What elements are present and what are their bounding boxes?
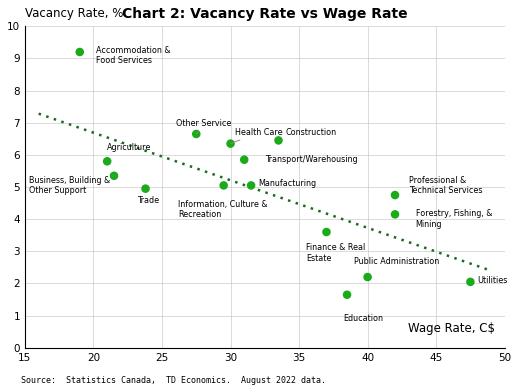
Point bbox=[322, 229, 331, 235]
Text: Manufacturing: Manufacturing bbox=[258, 179, 316, 188]
Point bbox=[391, 192, 399, 198]
Text: Business, Building &
Other Support: Business, Building & Other Support bbox=[29, 176, 114, 195]
Text: Agriculture: Agriculture bbox=[107, 143, 152, 152]
Text: Other Service: Other Service bbox=[176, 118, 231, 134]
Text: Trade: Trade bbox=[138, 196, 159, 205]
Text: Utilities: Utilities bbox=[477, 276, 508, 285]
Point bbox=[141, 185, 149, 192]
Point bbox=[76, 49, 84, 55]
Text: Vacancy Rate, %: Vacancy Rate, % bbox=[25, 7, 124, 20]
Text: Health Care: Health Care bbox=[230, 128, 282, 144]
Text: Source:  Statistics Canada,  TD Economics.  August 2022 data.: Source: Statistics Canada, TD Economics.… bbox=[21, 376, 326, 385]
Point bbox=[103, 158, 111, 164]
Text: Transport/Warehousing: Transport/Warehousing bbox=[265, 155, 358, 164]
Text: Wage Rate, C$: Wage Rate, C$ bbox=[408, 322, 495, 335]
Text: Accommodation &
Food Services: Accommodation & Food Services bbox=[96, 46, 171, 65]
Point bbox=[363, 274, 372, 280]
Point bbox=[247, 182, 255, 188]
Point bbox=[240, 157, 249, 163]
Text: Education: Education bbox=[343, 314, 383, 323]
Point bbox=[110, 173, 118, 179]
Point bbox=[220, 182, 228, 188]
Text: Construction: Construction bbox=[285, 128, 336, 137]
Title: Chart 2: Vacancy Rate vs Wage Rate: Chart 2: Vacancy Rate vs Wage Rate bbox=[122, 7, 407, 21]
Text: Public Administration: Public Administration bbox=[354, 257, 439, 266]
Point bbox=[466, 279, 474, 285]
Point bbox=[192, 131, 200, 137]
Text: Forestry, Fishing, &
Mining: Forestry, Fishing, & Mining bbox=[416, 209, 492, 229]
Point bbox=[391, 211, 399, 217]
Text: Information, Culture &
Recreation: Information, Culture & Recreation bbox=[179, 200, 268, 219]
Text: Finance & Real
Estate: Finance & Real Estate bbox=[306, 243, 365, 263]
Text: Professional &
Technical Services: Professional & Technical Services bbox=[409, 176, 482, 195]
Point bbox=[275, 137, 283, 144]
Point bbox=[226, 140, 235, 147]
Point bbox=[343, 292, 351, 298]
